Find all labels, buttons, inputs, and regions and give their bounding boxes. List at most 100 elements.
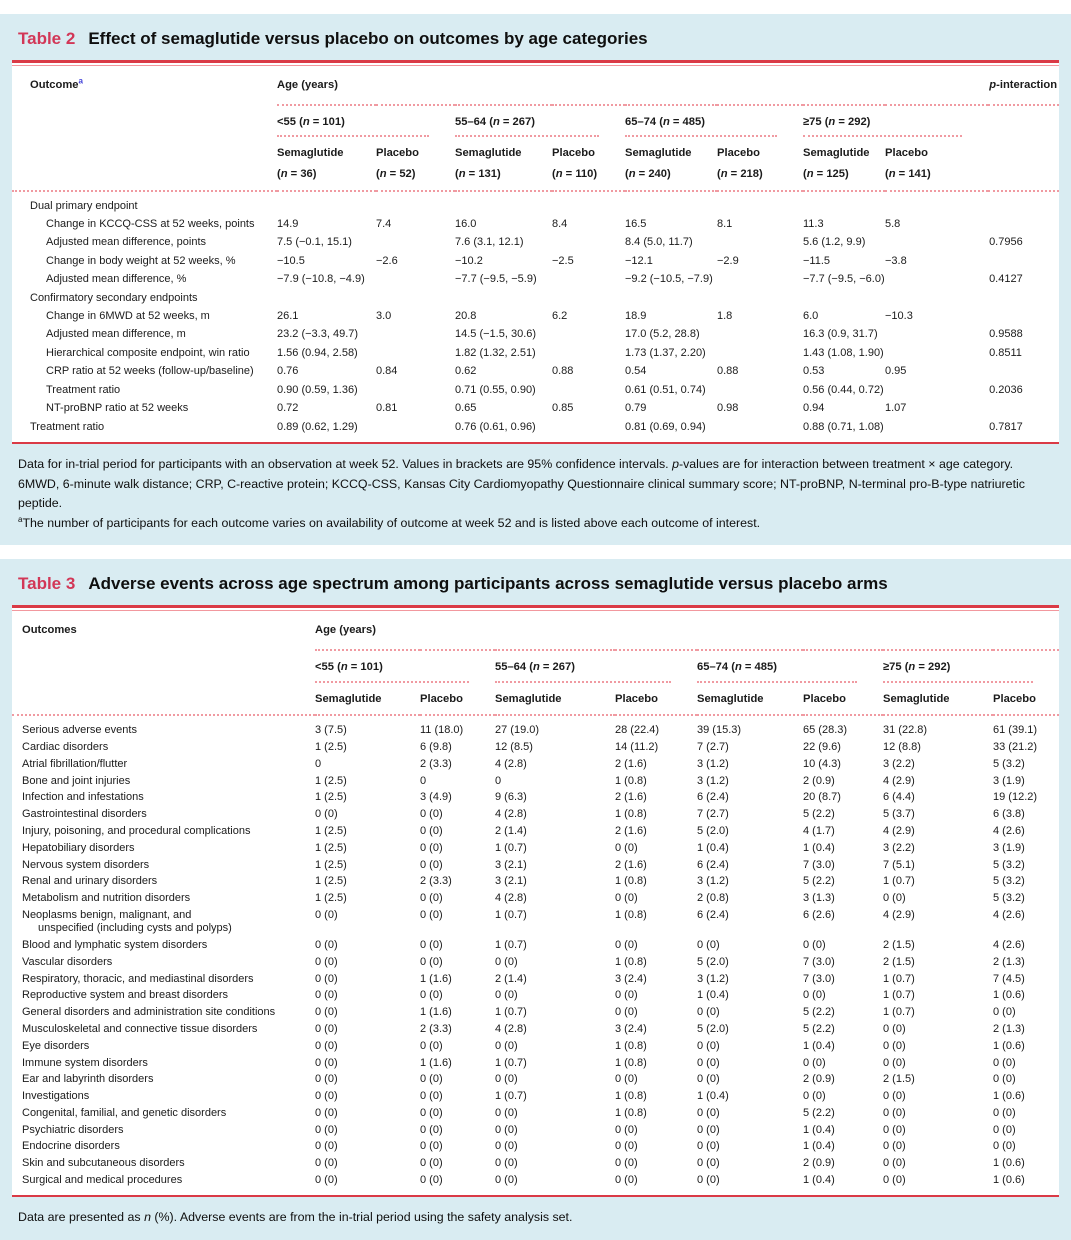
table-row: CRP ratio at 52 weeks (follow-up/baselin… bbox=[12, 363, 1059, 381]
row-label: CRP ratio at 52 weeks (follow-up/baselin… bbox=[46, 365, 254, 378]
value-cell: 0 (0) bbox=[420, 989, 443, 1002]
value-cell: 7 (5.1) bbox=[883, 858, 915, 871]
value-cell: 9 (6.3) bbox=[495, 791, 527, 804]
table3-top-rule bbox=[12, 605, 1059, 612]
value-cell: 3 (7.5) bbox=[315, 724, 347, 737]
value-cell: 3 (1.2) bbox=[697, 757, 729, 770]
row-label: Gastrointestinal disorders bbox=[22, 808, 147, 821]
value-cell: 1 (0.6) bbox=[993, 1090, 1025, 1103]
table2-footnote: Data for in-trial period for participant… bbox=[0, 444, 1071, 545]
table-row: NT-proBNP ratio at 52 weeks 0.72 0.81 0.65 0… bbox=[12, 400, 1059, 418]
value-cell: 1 (1.6) bbox=[420, 972, 452, 985]
value-cell: 1 (0.4) bbox=[697, 841, 729, 854]
value-cell: 0.72 bbox=[277, 402, 299, 415]
value-cell: 5 (2.0) bbox=[697, 955, 729, 968]
value-cell: 0.61 (0.51, 0.74) bbox=[625, 383, 706, 396]
column-header-semaglutide: Semaglutide bbox=[315, 682, 420, 717]
value-cell: 0.56 (0.44, 0.72) bbox=[803, 383, 884, 396]
row-label: Blood and lymphatic system disorders bbox=[22, 939, 208, 952]
value-cell: 8.1 bbox=[717, 218, 733, 231]
value-cell: 3 (1.9) bbox=[993, 841, 1025, 854]
row-label: Treatment ratio bbox=[46, 383, 121, 396]
table-row: Adjusted mean difference, m 23.2 (−3.3, 4… bbox=[12, 326, 1059, 344]
value-cell: 0 bbox=[315, 757, 322, 770]
age-group-header: 65–74 (n = 485) bbox=[697, 650, 883, 683]
row-label: Immune system disorders bbox=[22, 1056, 148, 1069]
row-label: Reproductive system and breast disorders bbox=[22, 989, 229, 1002]
value-cell: 26.1 bbox=[277, 310, 299, 323]
value-cell: 0 (0) bbox=[993, 1123, 1016, 1136]
value-cell: 1 (0.8) bbox=[615, 1106, 647, 1119]
empty-header-cell bbox=[988, 137, 1060, 192]
value-cell: 12 (8.5) bbox=[495, 741, 533, 754]
value-cell: 0 (0) bbox=[883, 1090, 906, 1103]
panel-gap bbox=[0, 545, 1071, 560]
value-cell: 4 (2.9) bbox=[883, 908, 915, 921]
value-cell: 6.2 bbox=[552, 310, 568, 323]
value-cell bbox=[885, 326, 988, 344]
column-header-placebo: Placebo (n = 110) bbox=[552, 137, 625, 192]
table-row: Change in KCCQ-CSS at 52 weeks, points 14… bbox=[12, 216, 1059, 234]
p-value-cell bbox=[988, 252, 1059, 270]
value-cell: 0 (0) bbox=[420, 1157, 443, 1170]
value-cell: 0.76 bbox=[277, 365, 299, 378]
value-cell: 0 (0) bbox=[697, 1173, 720, 1186]
table3-footnote-general: Data are presented as n (%). Adverse eve… bbox=[18, 1210, 573, 1225]
table3-panel: Table 3 Adverse events across age spectru… bbox=[0, 559, 1071, 1240]
value-cell: 5 (3.2) bbox=[993, 757, 1025, 770]
table-row: Immune system disorders 0 (0) 1 (1.6) 1 (0.… bbox=[12, 1055, 1059, 1072]
p-value-cell: 0.7956 bbox=[989, 236, 1023, 249]
value-cell: 6.0 bbox=[803, 310, 819, 323]
value-cell: 0 (0) bbox=[315, 1039, 338, 1052]
value-cell: 4 (2.8) bbox=[495, 1022, 527, 1035]
top-margin bbox=[0, 0, 1071, 14]
value-cell: 1 (0.7) bbox=[495, 908, 527, 921]
value-cell: 0 (0) bbox=[993, 1106, 1016, 1119]
p-value-cell: 0.9588 bbox=[989, 328, 1023, 341]
value-cell: 0 (0) bbox=[315, 1123, 338, 1136]
table-row: General disorders and administration sit… bbox=[12, 1004, 1059, 1021]
row-label: Nervous system disorders bbox=[22, 858, 150, 871]
value-cell: 0 (0) bbox=[883, 1106, 906, 1119]
value-cell: 5 (2.2) bbox=[803, 1022, 835, 1035]
p-interaction-header: p-interaction bbox=[988, 66, 1060, 106]
table-row: Cardiac disorders 1 (2.5) 6 (9.8) 12 (8.5) 1… bbox=[12, 739, 1059, 756]
value-cell: 1 (0.4) bbox=[697, 1090, 729, 1103]
value-cell: 0 (0) bbox=[420, 955, 443, 968]
value-cell: 1 (0.4) bbox=[803, 1039, 835, 1052]
table-row: Gastrointestinal disorders 0 (0) 0 (0) 4 (2… bbox=[12, 806, 1059, 823]
value-cell: 7.5 (−0.1, 15.1) bbox=[277, 236, 352, 249]
value-cell: 4 (2.9) bbox=[883, 824, 915, 837]
row-label: Injury, poisoning, and procedural compli… bbox=[22, 824, 251, 837]
row-label: Adjusted mean difference, points bbox=[46, 236, 207, 249]
value-cell: 0 (0) bbox=[315, 1073, 338, 1086]
row-label: General disorders and administration sit… bbox=[22, 1006, 276, 1019]
row-label: Renal and urinary disorders bbox=[22, 875, 158, 888]
value-cell: −11.5 bbox=[803, 254, 831, 267]
table-row: Metabolism and nutrition disorders 1 (2.5… bbox=[12, 890, 1059, 907]
value-cell: 4 (2.8) bbox=[495, 892, 527, 905]
table-row: Congenital, familial, and genetic disord… bbox=[12, 1105, 1059, 1122]
value-cell: 8.4 (5.0, 11.7) bbox=[625, 236, 693, 249]
header-row: Outcomea Age (years) p-interaction bbox=[12, 66, 1060, 192]
value-cell: 1 (0.4) bbox=[803, 1140, 835, 1153]
age-group-header: 65–74 (n = 485) bbox=[625, 105, 803, 138]
value-cell: 1.43 (1.08, 1.90) bbox=[803, 346, 884, 359]
value-cell: 0 (0) bbox=[315, 1173, 338, 1186]
value-cell: −2.6 bbox=[376, 254, 398, 267]
outcomes-by-age-table: Outcomea Age (years) p-interaction <55 (n =… bbox=[12, 66, 1060, 442]
table3-title: Adverse events across age spectrum among… bbox=[88, 574, 888, 594]
table-row: Hepatobiliary disorders 1 (2.5) 0 (0) 1 (0.… bbox=[12, 840, 1059, 857]
row-label: Change in KCCQ-CSS at 52 weeks, points bbox=[46, 218, 255, 231]
value-cell bbox=[552, 234, 625, 252]
value-cell: 0 (0) bbox=[883, 1123, 906, 1136]
row-label: Bone and joint injuries bbox=[22, 774, 131, 787]
value-cell: 0 (0) bbox=[495, 1073, 518, 1086]
column-header-placebo: Placebo (n = 141) bbox=[885, 137, 989, 192]
value-cell: 11 (18.0) bbox=[420, 724, 464, 737]
value-cell: 8.4 bbox=[552, 218, 568, 231]
value-cell: 0 (0) bbox=[697, 939, 720, 952]
value-cell: 5.8 bbox=[885, 218, 901, 231]
value-cell: 27 (19.0) bbox=[495, 724, 540, 737]
footnote-link-a[interactable]: a bbox=[78, 76, 83, 86]
